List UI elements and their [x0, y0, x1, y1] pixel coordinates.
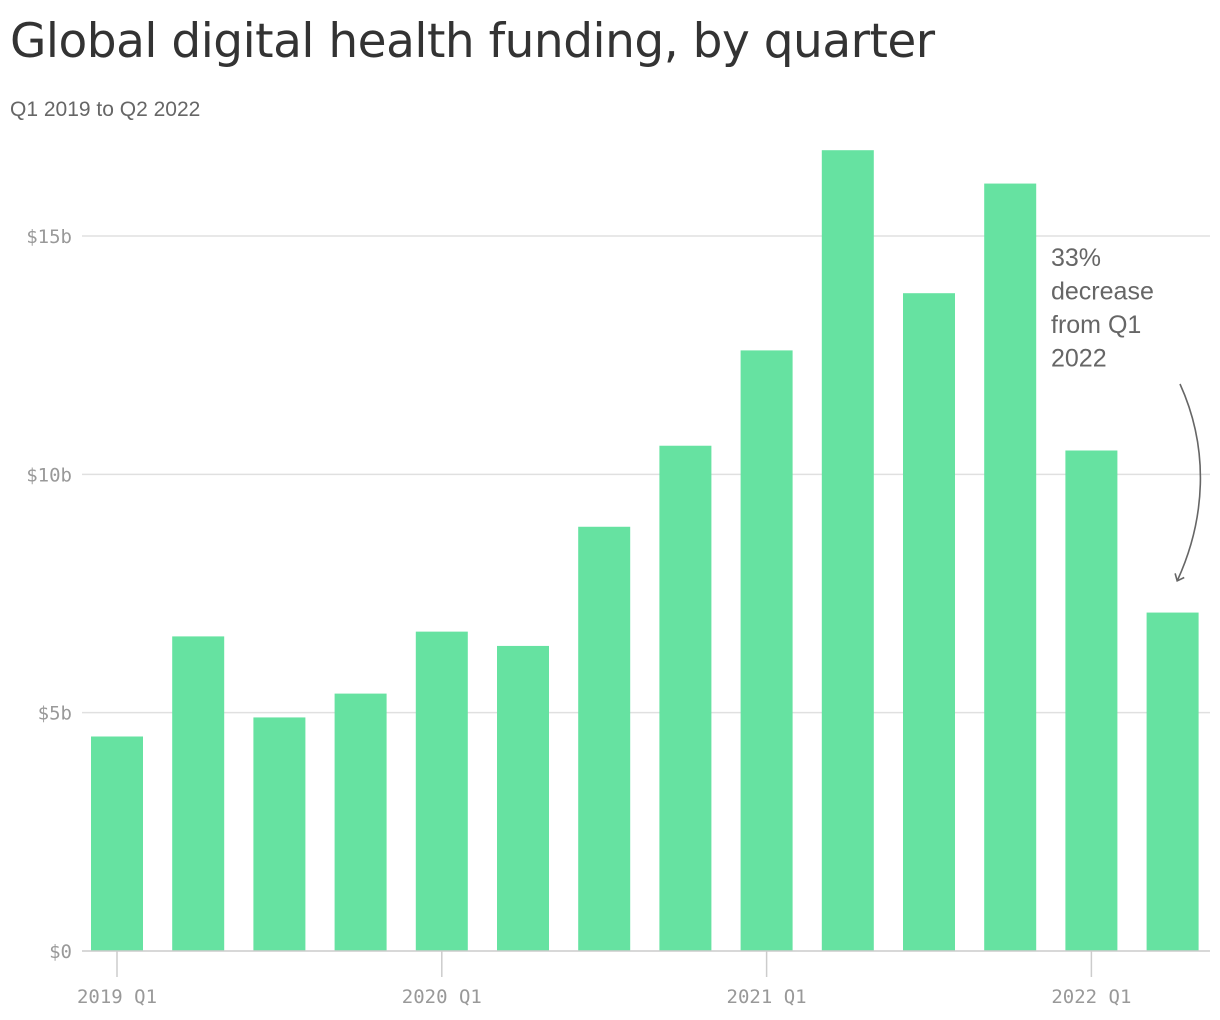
y-tick-label: $0 [49, 941, 72, 963]
bar-2021-q3 [903, 293, 955, 951]
annotation-arrow [1174, 383, 1202, 583]
chart-title: Global digital health funding, by quarte… [10, 14, 935, 69]
y-tick-label: $5b [38, 703, 72, 725]
x-tick-label: 2021 Q1 [727, 986, 807, 1008]
x-tick-label: 2022 Q1 [1051, 986, 1131, 1008]
x-tick-label: 2020 Q1 [402, 986, 482, 1008]
annotation: 33% decrease from Q1 2022 [1051, 244, 1202, 583]
bar-2019-q2 [172, 636, 225, 951]
x-tick-label: 2019 Q1 [77, 986, 157, 1008]
y-tick-label: $10b [26, 464, 72, 486]
annotation-text-line: from Q1 [1051, 311, 1141, 339]
bar-2020-q4 [659, 445, 712, 951]
bars [91, 150, 1199, 952]
bar-2020-q1 [415, 631, 468, 951]
axes: $0 $5b $10b $15b 2019 Q1 2020 Q1 2021 Q1 2022 Q… [26, 226, 1210, 1008]
bar-2019-q4 [334, 693, 387, 951]
bar-2020-q3 [578, 526, 631, 951]
bar-2022-q1 [1065, 450, 1118, 951]
bar-2021-q4 [984, 183, 1037, 952]
y-tick-label: $15b [26, 226, 72, 248]
grid-lines [82, 235, 1210, 714]
bar-2020-q2 [497, 645, 549, 951]
bar-2021-q1 [740, 350, 793, 951]
bar-2019-q3 [253, 717, 306, 951]
annotation-text-line: 33% [1051, 244, 1101, 272]
bar-2019-q1 [91, 736, 143, 951]
annotation-text-line: 2022 [1051, 345, 1107, 373]
bar-2021-q2 [821, 150, 874, 951]
chart-subtitle: Q1 2019 to Q2 2022 [10, 98, 201, 121]
bar-2022-q2 [1146, 612, 1199, 951]
annotation-text-line: decrease [1051, 278, 1154, 306]
